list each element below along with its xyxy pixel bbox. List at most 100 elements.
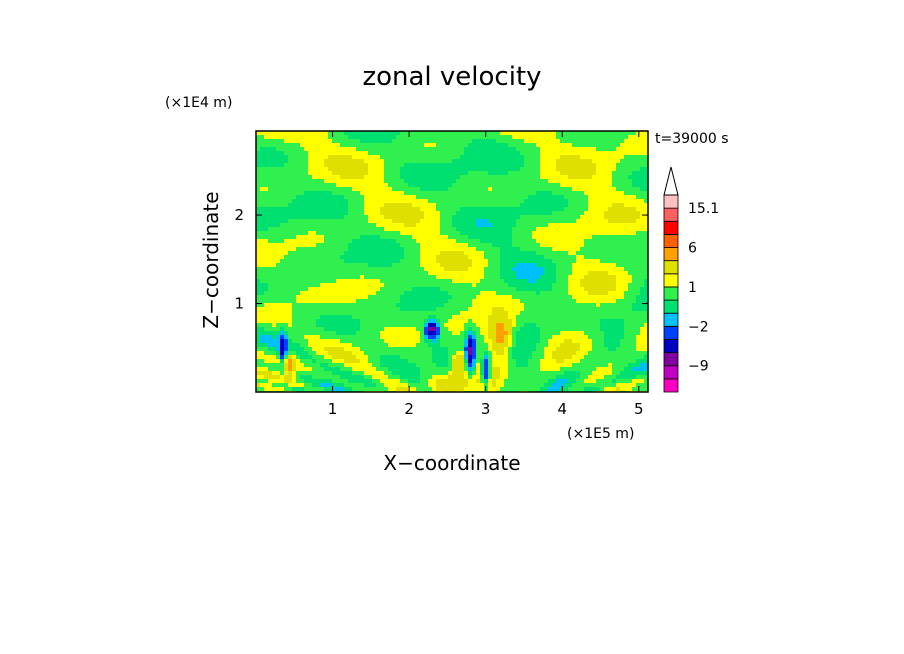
heatmap-cell (340, 251, 344, 255)
heatmap-cell (296, 307, 300, 311)
heatmap-cell (460, 175, 464, 179)
heatmap-cell (552, 227, 556, 231)
heatmap-cell (388, 303, 392, 307)
heatmap-cell (516, 235, 520, 239)
heatmap-cell (476, 247, 480, 251)
heatmap-cell (508, 275, 512, 279)
heatmap-cell (480, 299, 484, 303)
heatmap-cell (512, 167, 516, 171)
heatmap-cell (400, 239, 404, 243)
heatmap-cell (368, 295, 372, 299)
heatmap-cell (432, 291, 436, 295)
heatmap-cell (352, 355, 356, 359)
heatmap-cell (372, 343, 376, 347)
heatmap-cell (304, 191, 308, 195)
heatmap-cell (544, 231, 548, 235)
heatmap-cell (540, 151, 544, 155)
heatmap-cell (308, 303, 312, 307)
heatmap-cell (460, 279, 464, 283)
heatmap-cell (328, 311, 332, 315)
heatmap-cell (372, 319, 376, 323)
heatmap-cell (276, 159, 280, 163)
heatmap-cell (436, 211, 440, 215)
heatmap-cell (300, 247, 304, 251)
heatmap-cell (340, 375, 344, 379)
heatmap-cell (260, 223, 264, 227)
heatmap-cell (536, 315, 540, 319)
heatmap-cell (428, 211, 432, 215)
heatmap-cell (264, 347, 268, 351)
heatmap-cell (392, 339, 396, 343)
heatmap-cell (540, 271, 544, 275)
heatmap-cell (500, 139, 504, 143)
heatmap-cell (400, 347, 404, 351)
heatmap-cell (356, 255, 360, 259)
heatmap-cell (516, 159, 520, 163)
heatmap-cell (516, 239, 520, 243)
heatmap-cell (360, 147, 364, 151)
heatmap-cell (432, 283, 436, 287)
heatmap-cell (352, 367, 356, 371)
heatmap-cell (300, 291, 304, 295)
heatmap-cell (380, 131, 384, 135)
heatmap-cell (532, 179, 536, 183)
heatmap-cell (416, 163, 420, 167)
heatmap-cell (492, 231, 496, 235)
heatmap-cell (492, 383, 496, 387)
heatmap-cell (260, 239, 264, 243)
heatmap-cell (356, 363, 360, 367)
heatmap-cell (316, 151, 320, 155)
heatmap-cell (548, 163, 552, 167)
heatmap-cell (356, 211, 360, 215)
heatmap-cell (372, 335, 376, 339)
heatmap-cell (488, 187, 492, 191)
heatmap-cell (284, 135, 288, 139)
heatmap-cell (340, 363, 344, 367)
heatmap-cell (332, 371, 336, 375)
heatmap-cell (420, 323, 424, 327)
heatmap-cell (268, 135, 272, 139)
heatmap-cell (352, 327, 356, 331)
heatmap-cell (284, 351, 288, 355)
heatmap-cell (460, 307, 464, 311)
heatmap-cell (524, 351, 528, 355)
heatmap-cell (480, 135, 484, 139)
heatmap-cell (376, 203, 380, 207)
heatmap-cell (340, 155, 344, 159)
heatmap-cell (468, 271, 472, 275)
heatmap-cell (300, 163, 304, 167)
heatmap-cell (508, 295, 512, 299)
heatmap-cell (360, 191, 364, 195)
heatmap-cell (460, 147, 464, 151)
heatmap-cell (484, 187, 488, 191)
heatmap-cell (472, 191, 476, 195)
heatmap-cell (476, 179, 480, 183)
heatmap-cell (308, 355, 312, 359)
heatmap-cell (428, 195, 432, 199)
heatmap-cell (464, 215, 468, 219)
heatmap-cell (436, 195, 440, 199)
heatmap-cell (300, 259, 304, 263)
heatmap-cell (276, 135, 280, 139)
heatmap-cell (472, 355, 476, 359)
heatmap-cell (496, 319, 500, 323)
heatmap-cell (400, 315, 404, 319)
heatmap-cell (428, 183, 432, 187)
heatmap-cell (440, 275, 444, 279)
heatmap-cell (404, 239, 408, 243)
heatmap-cell (400, 155, 404, 159)
heatmap-cell (420, 271, 424, 275)
heatmap-cell (268, 143, 272, 147)
heatmap-cell (344, 159, 348, 163)
heatmap-cell (540, 199, 544, 203)
heatmap-cell (428, 307, 432, 311)
heatmap-cell (512, 183, 516, 187)
heatmap-cell (296, 267, 300, 271)
heatmap-cell (300, 275, 304, 279)
heatmap-cell (504, 175, 508, 179)
heatmap-cell (500, 351, 504, 355)
heatmap-cell (348, 163, 352, 167)
heatmap-cell (328, 375, 332, 379)
heatmap-cell (396, 151, 400, 155)
heatmap-cell (264, 167, 268, 171)
